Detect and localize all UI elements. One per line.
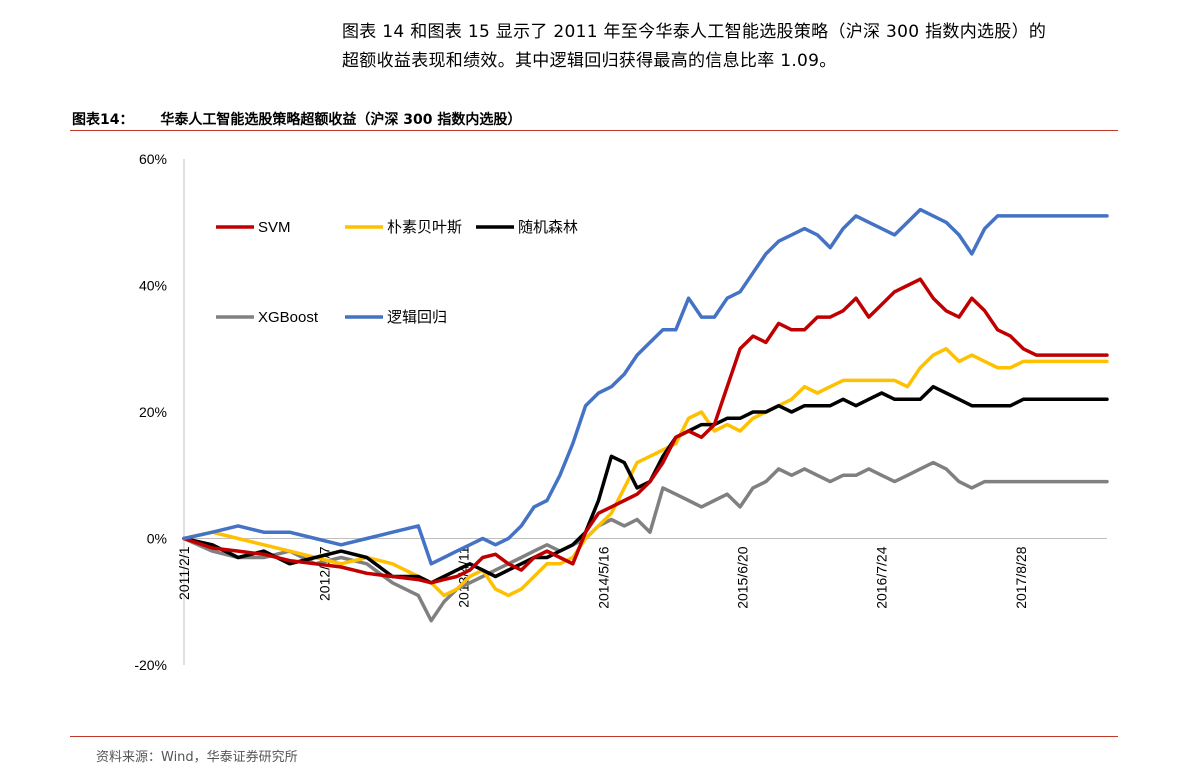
x-tick-label: 2013/4/11 [455, 546, 471, 607]
series-line-xgboost [182, 460, 1109, 623]
x-tick-label: 2017/8/28 [1013, 546, 1029, 608]
top-rule [70, 130, 1118, 131]
y-tick-label: -20% [134, 657, 167, 673]
legend-label-logistic: 逻辑回归 [387, 309, 447, 326]
x-tick-label: 2016/7/24 [874, 546, 890, 608]
intro-line-1: 图表 14 和图表 15 显示了 2011 年至今华泰人工智能选股策略（沪深 3… [342, 22, 1047, 42]
x-tick-label: 2014/5/16 [596, 546, 612, 608]
y-tick-label: 20% [139, 404, 167, 420]
series-line-logistic [182, 207, 1109, 566]
y-tick-label: 0% [147, 531, 167, 547]
x-tick-label: 2015/6/20 [735, 546, 751, 608]
series-line-svm [182, 277, 1109, 585]
intro-line-2: 超额收益表现和绩效。其中逻辑回归获得最高的信息比率 1.09。 [342, 51, 837, 71]
legend-label-randomforest: 随机森林 [518, 219, 578, 236]
figure-label: 图表14： [72, 112, 134, 128]
y-tick-label: 60% [139, 151, 167, 167]
legend-label-xgboost: XGBoost [258, 309, 319, 326]
bottom-rule [70, 736, 1118, 737]
figure-title: 华泰人工智能选股策略超额收益（沪深 300 指数内选股） [160, 112, 522, 128]
x-tick-label: 2011/2/1 [176, 546, 192, 600]
source-note: 资料来源：Wind，华泰证券研究所 [96, 750, 298, 765]
series-line-naivebayes [182, 347, 1109, 598]
y-tick-label: 40% [139, 278, 167, 294]
figure-title-row: 图表14： 华泰人工智能选股策略超额收益（沪深 300 指数内选股） [72, 109, 521, 129]
legend-label-svm: SVM [258, 219, 291, 236]
legend-label-naivebayes: 朴素贝叶斯 [387, 219, 462, 236]
